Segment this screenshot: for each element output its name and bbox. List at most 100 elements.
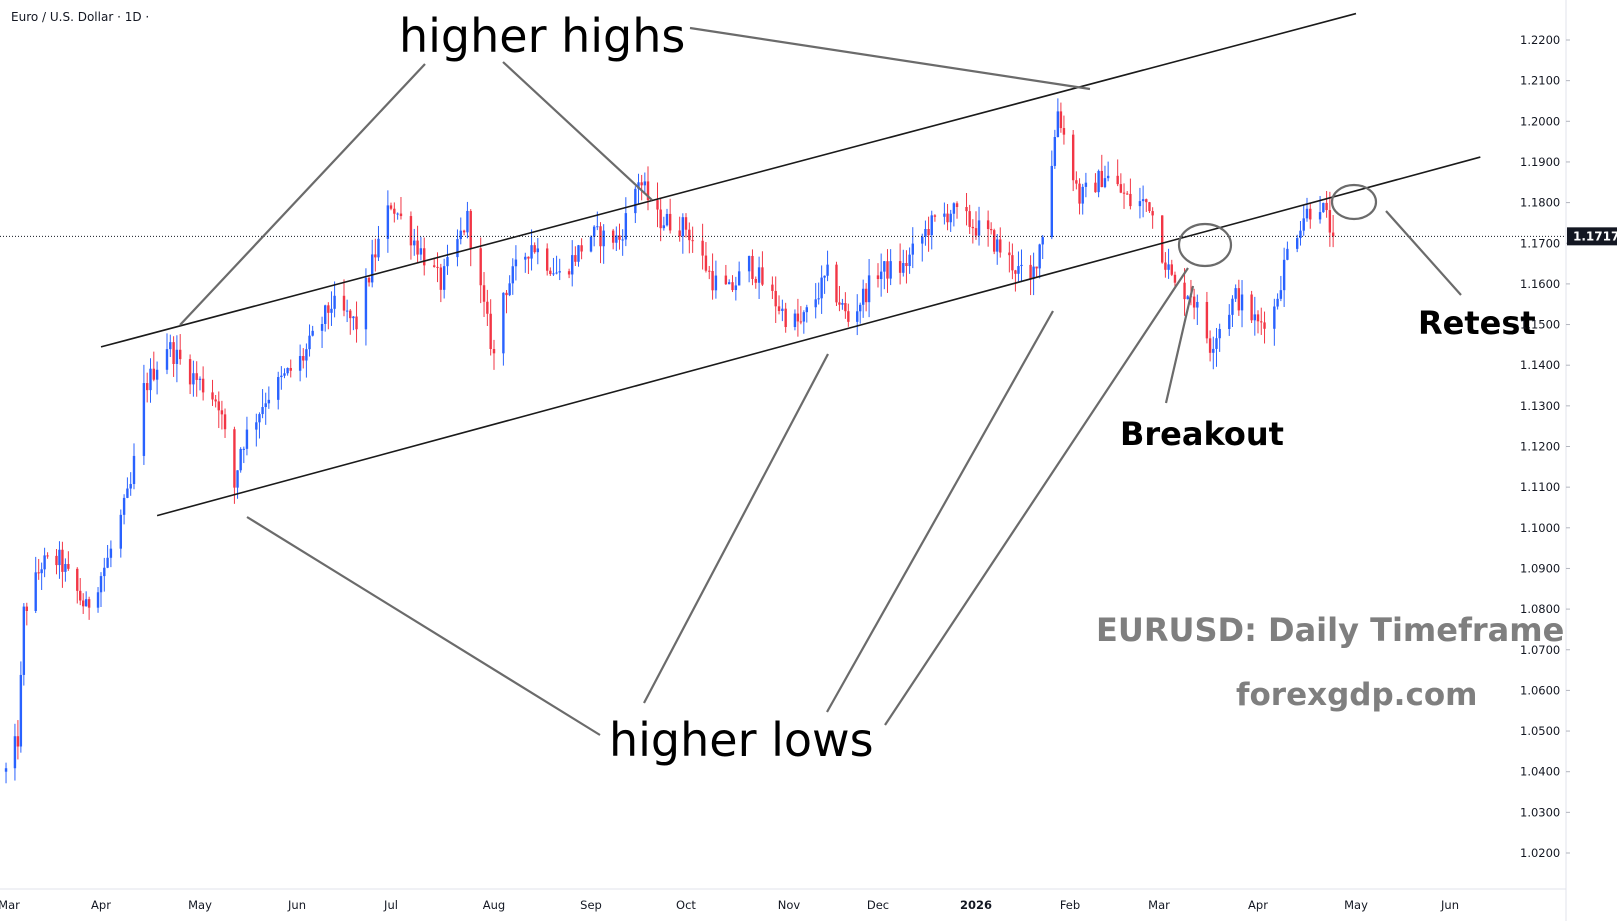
candle — [4, 762, 8, 784]
candle-body — [1305, 208, 1309, 219]
candle-body — [684, 217, 688, 230]
price-tick-label: 1.1000 — [1520, 521, 1560, 535]
candle — [61, 541, 64, 588]
candle — [1186, 294, 1189, 300]
candle — [747, 255, 751, 283]
time-tick-label: Sep — [580, 898, 602, 912]
candle — [927, 216, 930, 252]
time-tick-label: Nov — [778, 898, 801, 912]
candle-body — [1011, 255, 1014, 271]
candle-body — [367, 277, 371, 283]
candle-body — [927, 229, 930, 236]
candle — [423, 237, 426, 276]
candle — [19, 661, 23, 753]
candles-layer — [4, 98, 1335, 784]
price-tick-label: 1.2200 — [1520, 33, 1560, 47]
price-tick-label: 1.0900 — [1520, 561, 1560, 575]
candle — [302, 348, 305, 369]
candle — [214, 394, 217, 408]
candle — [289, 359, 292, 378]
candle-body — [761, 267, 764, 285]
candle-body — [688, 229, 691, 241]
candle — [84, 591, 88, 607]
candle — [99, 572, 103, 607]
candle-body — [879, 271, 883, 280]
candle — [165, 333, 169, 375]
candle — [841, 298, 844, 310]
time-tick-label: Jun — [287, 898, 306, 912]
pointer-hh-2 — [502, 61, 653, 201]
candle — [1231, 295, 1234, 328]
candle-body — [905, 263, 908, 267]
candle-body — [640, 182, 643, 186]
candle — [678, 216, 681, 242]
price-tick-label: 1.1500 — [1520, 318, 1560, 332]
symbol-label[interactable]: Euro / U.S. Dollar · 1D · — [11, 10, 149, 24]
candle-body — [19, 674, 23, 747]
candle — [1056, 98, 1060, 138]
candle-body — [1240, 294, 1244, 311]
candle-body — [342, 295, 346, 311]
candle-body — [352, 316, 355, 319]
candle-body — [1279, 290, 1283, 299]
candle — [217, 391, 220, 429]
candle-body — [1078, 183, 1081, 204]
candle — [192, 360, 195, 397]
candle-body — [751, 255, 754, 279]
candle-body — [423, 248, 426, 266]
candle-body — [233, 429, 236, 488]
candle — [977, 206, 981, 246]
candle — [126, 477, 129, 499]
candle — [242, 446, 246, 464]
candle — [1296, 234, 1299, 253]
candle — [1100, 154, 1103, 188]
candle — [345, 299, 349, 323]
candle — [87, 596, 91, 620]
candle — [1240, 280, 1244, 328]
candle-body — [277, 377, 280, 400]
candle-body — [1164, 262, 1167, 270]
candle-body — [283, 373, 286, 376]
candle-body — [305, 349, 308, 361]
lower-channel-line[interactable] — [156, 156, 1481, 517]
candle — [1106, 161, 1110, 182]
higher-highs-label: higher highs — [399, 9, 685, 63]
pointer-hl-2 — [643, 353, 829, 704]
candle — [469, 209, 472, 267]
candle-body — [302, 356, 305, 361]
candle — [777, 295, 781, 315]
candle — [1218, 323, 1221, 352]
candle — [1011, 243, 1014, 280]
candle-body — [856, 311, 859, 322]
candle — [132, 443, 136, 490]
candle-body — [659, 209, 662, 229]
candle-body — [989, 229, 993, 231]
candle-body — [774, 290, 777, 307]
candle-body — [393, 208, 396, 214]
price-tick-label: 1.1700 — [1520, 236, 1560, 250]
upper-channel-line[interactable] — [100, 12, 1357, 348]
candle — [847, 303, 850, 327]
time-axis[interactable]: Mar Apr May Jun Jul Aug Sep Oct Nov Dec 2026 Feb Mar… — [0, 898, 1459, 912]
candle-body — [142, 383, 146, 456]
candle-body — [64, 564, 67, 572]
candle-body — [16, 736, 20, 747]
candle — [1286, 241, 1289, 261]
candle-body — [549, 270, 552, 275]
candle — [502, 292, 505, 366]
candle-body — [436, 266, 439, 268]
candle-body — [754, 278, 757, 283]
candle-body — [527, 256, 530, 259]
candle-body — [1273, 306, 1276, 329]
candle-body — [701, 240, 704, 256]
candle-body — [691, 240, 694, 242]
candle-body — [643, 181, 647, 186]
candle — [371, 239, 374, 288]
candle-body — [911, 243, 914, 255]
candle — [905, 250, 908, 284]
candle-body — [930, 215, 933, 236]
candle-body — [377, 238, 380, 258]
price-axis[interactable]: 1.2200 1.2100 1.2000 1.1900 1.1800 1.1700 1.16… — [1520, 33, 1570, 860]
